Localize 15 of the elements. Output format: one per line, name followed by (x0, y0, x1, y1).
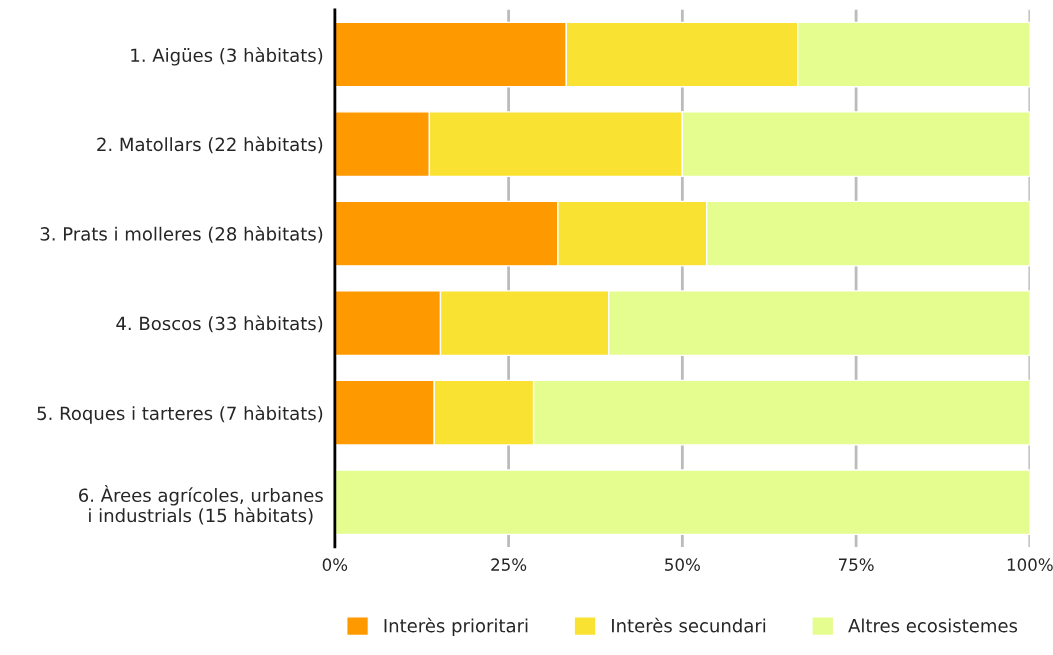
legend-label: Altres ecosistemes (848, 618, 1018, 633)
bar (334, 469, 1030, 536)
y-tick-label: 3. Prats i molleres (28 hàbitats) (40, 226, 323, 243)
x-tick-label: 100% (1007, 558, 1053, 571)
y-tick-label: 1. Aigües (3 hàbitats) (131, 47, 323, 66)
x-tick-label: 0% (322, 558, 348, 571)
x-tick-label: 25% (491, 558, 527, 571)
legend-label: Interès secundari (612, 617, 766, 633)
y-tick-label: 6. Àrees agrícoles, urbanes i industrials (15 hàbitats) (79, 485, 323, 525)
x-tick-label: 75% (838, 558, 874, 571)
y-tick-label: 2. Matollars (22 hàbitats) (97, 136, 323, 154)
x-tick-label: 50% (665, 558, 700, 571)
y-tick-label: 5. Roques i tarteres (7 hàbitats) (37, 405, 323, 424)
y-tick-label: 4. Boscos (33 hàbitats) (116, 315, 323, 333)
legend-label: Interès prioritari (384, 617, 528, 636)
